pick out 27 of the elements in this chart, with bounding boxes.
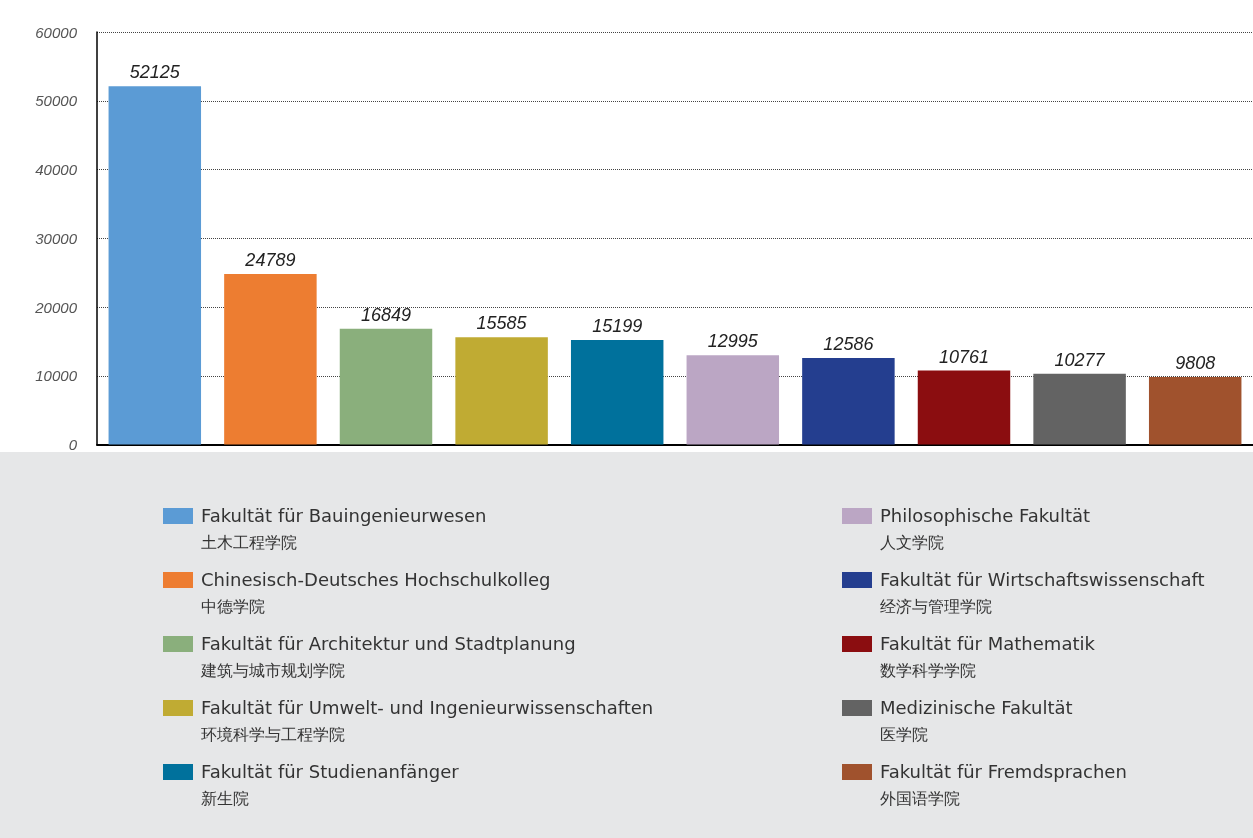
legend-label: Philosophische Fakultät 人文学院 <box>880 505 1091 552</box>
legend-label: Medizinische Fakultät 医学院 <box>880 697 1073 744</box>
y-tick-label: 30000 <box>35 229 78 247</box>
data-label: 9808 <box>1175 353 1216 374</box>
y-tick-label: 20000 <box>34 298 78 316</box>
y-tick-label: 50000 <box>35 92 78 110</box>
data-label: 10277 <box>1054 349 1106 370</box>
data-label: 12995 <box>707 331 759 352</box>
legend-label: Fakultät für Studienanfänger 新生院 <box>201 761 459 808</box>
y-tick-label: 0 <box>68 436 78 453</box>
y-tick-label: 10000 <box>35 367 78 385</box>
data-label: 52125 <box>129 62 181 83</box>
legend-label: Fakultät für Wirtschaftswissenschaft 经济与管理学院 <box>880 569 1205 616</box>
data-label: 16849 <box>360 304 412 325</box>
data-label: 12586 <box>823 333 875 354</box>
data-label: 24789 <box>244 250 296 271</box>
y-tick-label: 40000 <box>35 161 78 178</box>
legend-label: Chinesisch-Deutsches Hochschulkolleg 中德学院 <box>201 569 551 616</box>
data-label: 10761 <box>938 346 990 367</box>
legend-label: Fakultät für Bauingenieurwesen 土木工程学院 <box>201 505 487 552</box>
legend-label: Fakultät für Mathematik 数学科学学院 <box>880 633 1095 680</box>
data-label: 15585 <box>476 313 528 334</box>
y-tick-label: 60000 <box>35 23 78 41</box>
legend-label: Fakultät für Architektur und Stadtplanung 建筑与城市规划学院 <box>201 633 576 680</box>
data-label: 15199 <box>592 316 643 337</box>
legend-label: Fakultät für Umwelt- und Ingenieurwissenschaften 环境科学与工程学院 <box>201 697 654 744</box>
legend-label: Fakultät für Fremdsprachen 外国语学院 <box>880 761 1127 808</box>
